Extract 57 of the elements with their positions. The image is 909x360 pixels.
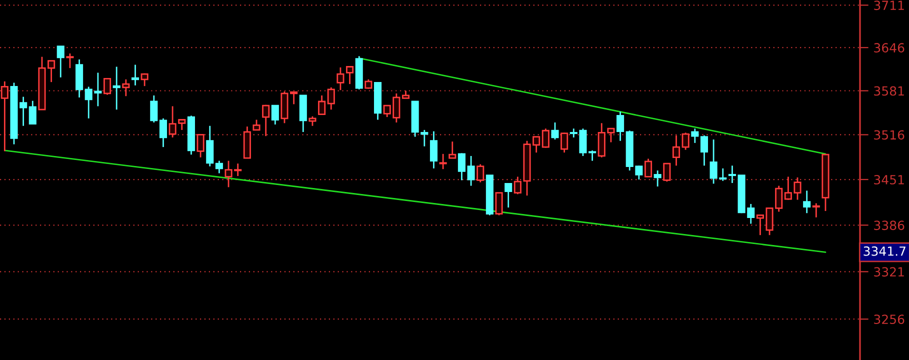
candlestick [327,86,335,110]
y-tick-label: 3711 [874,0,904,10]
candlestick [140,72,148,87]
y-tick-label: 3581 [874,86,904,96]
candlestick [112,66,120,110]
y-tick-label: 3321 [874,267,904,277]
candlestick [196,134,204,158]
candlestick [48,60,56,83]
candlestick [252,119,260,131]
candlestick [150,94,158,124]
candlestick [336,66,344,91]
candlestick [56,46,64,78]
candlestick [504,182,512,208]
candlestick [262,104,270,137]
candlestick [588,150,596,162]
candlestick [691,128,699,144]
candlestick [803,190,811,214]
candlestick [467,155,475,186]
candlestick [644,158,652,178]
y-tick-label: 3451 [874,174,904,184]
candlestick [812,202,820,218]
candlestick [103,77,112,96]
y-tick-label: 3256 [874,314,904,324]
y-tick-label: 3516 [874,130,904,140]
text: 3341.7 [864,246,906,256]
candlestick [346,66,354,85]
candlestick [560,132,568,154]
candlestick [66,52,74,69]
candlestick [616,110,624,142]
candlestick [728,164,736,184]
candlestick [700,134,708,166]
candlestick [206,125,214,168]
candlestick [663,162,671,182]
candlestick [672,134,680,166]
candlestick [654,170,662,188]
candlestick [448,140,456,159]
candlestick [495,192,503,216]
candlestick [318,94,326,116]
candlestick [430,130,438,170]
candlestick [131,64,140,86]
candlestick [458,152,466,181]
candlestick [271,104,279,126]
candlestick [551,122,559,140]
candlestick [122,78,130,97]
candlestick [476,164,484,183]
candlestick [364,78,372,90]
candlestick [439,153,447,170]
candlestick [215,160,223,174]
candlestick [756,214,764,236]
candlestick [0,80,8,152]
candlestick [28,100,36,126]
candlestick [308,116,316,127]
y-tick-label: 3386 [874,220,904,230]
candlestick [159,118,168,148]
candlestick [682,132,690,150]
y-tick-label: 3646 [874,43,904,53]
candlestick [542,128,550,148]
